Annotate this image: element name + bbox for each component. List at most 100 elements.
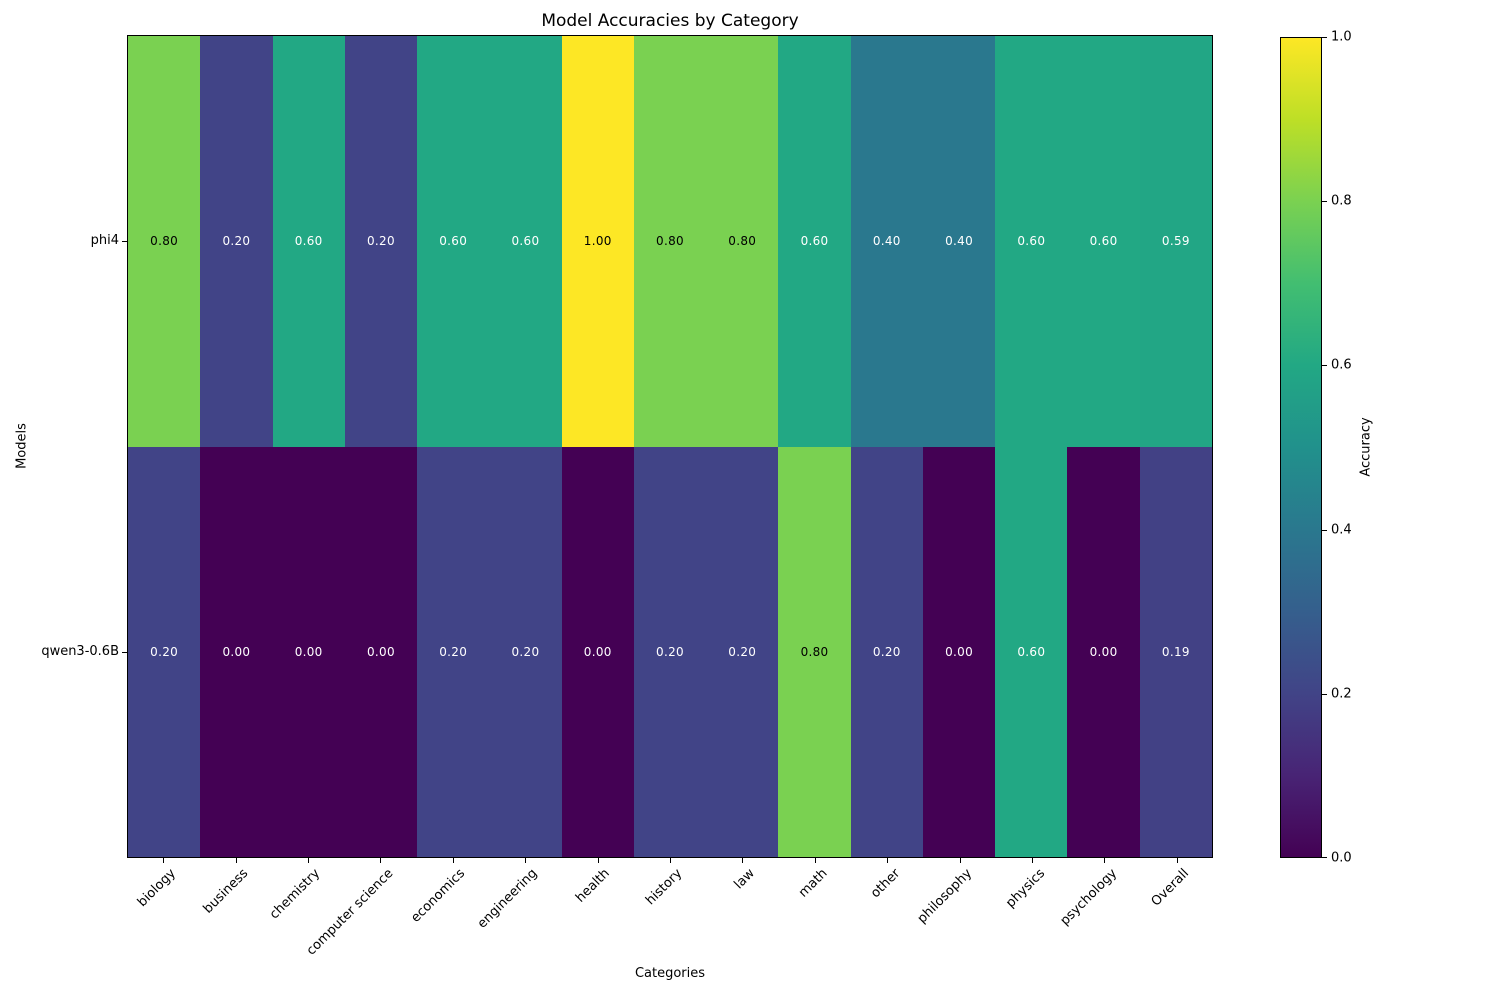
colorbar-tick-mark <box>1322 201 1327 203</box>
cell-value: 0.20 <box>150 644 179 659</box>
x-tick-mark <box>597 858 599 863</box>
plot-area: 0.80 0.20 0.60 0.20 0.60 0.60 1.00 0.80 0.80 0.60… <box>127 35 1213 858</box>
heatmap-cell: 0.19 <box>1139 446 1212 857</box>
x-tick-label: history <box>643 866 686 909</box>
x-tick-label: business <box>200 866 252 917</box>
chart-title: Model Accuracies by Category <box>541 11 799 31</box>
x-tick-label: Overall <box>1148 866 1193 910</box>
cell-value: 0.00 <box>1089 644 1118 659</box>
heatmap-cell: 0.80 <box>633 36 707 447</box>
colorbar-label: Accuracy <box>1358 417 1374 477</box>
heatmap-cell: 0.00 <box>200 446 273 857</box>
heatmap-cell: 0.40 <box>922 36 996 447</box>
cell-value: 0.00 <box>366 644 395 659</box>
cell-value: 0.00 <box>294 644 323 659</box>
heatmap-cell: 0.60 <box>417 36 490 447</box>
x-tick-mark <box>1176 858 1178 863</box>
heatmap-cell: 0.20 <box>706 446 779 857</box>
heatmap-cell: 0.20 <box>344 36 418 447</box>
y-tick-label: phi4 <box>90 232 119 248</box>
cell-value: 0.00 <box>945 644 974 659</box>
colorbar <box>1280 37 1322 858</box>
heatmap-cell: 0.00 <box>344 446 418 857</box>
x-tick-mark <box>525 858 527 863</box>
heatmap-cell: 0.60 <box>489 36 562 447</box>
colorbar-tick-mark <box>1322 693 1327 695</box>
cell-value: 0.20 <box>439 644 468 659</box>
cell-value: 0.20 <box>728 644 757 659</box>
heatmap-cell: 0.60 <box>995 446 1068 857</box>
x-tick-label: chemistry <box>267 866 324 923</box>
heatmap-cell: 0.20 <box>417 446 490 857</box>
heatmap-cell: 0.00 <box>561 446 634 857</box>
x-tick-mark <box>1104 858 1106 863</box>
heatmap-cell: 0.60 <box>272 36 345 447</box>
cell-value: 0.60 <box>1089 234 1118 249</box>
heatmap-cell: 0.00 <box>1067 446 1140 857</box>
x-tick-label: law <box>731 866 759 893</box>
colorbar-tick-label: 0.2 <box>1331 686 1352 702</box>
x-tick-label: other <box>867 866 903 902</box>
cell-value: 0.60 <box>439 234 468 249</box>
colorbar-tick-mark <box>1322 529 1327 531</box>
x-tick-mark <box>1032 858 1033 863</box>
x-tick-label: philosophy <box>914 866 976 927</box>
heatmap-cell: 0.40 <box>850 36 923 447</box>
heatmap-grid: 0.80 0.20 0.60 0.20 0.60 0.60 1.00 0.80 0.80 0.60… <box>128 36 1212 857</box>
cell-value: 0.80 <box>656 234 684 249</box>
cell-value: 0.00 <box>583 644 612 659</box>
colorbar-tick-label: 1.0 <box>1331 29 1352 45</box>
y-tick-label: qwen3-0.6B <box>41 644 119 660</box>
heatmap-cell: 0.00 <box>922 446 996 857</box>
x-tick-mark <box>742 858 744 863</box>
heatmap-cell: 0.20 <box>200 36 273 447</box>
y-axis-label: Models <box>14 423 30 469</box>
x-tick-label: psychology <box>1057 866 1121 929</box>
cell-value: 0.80 <box>150 234 179 249</box>
x-tick-mark <box>452 858 454 863</box>
heatmap-cell: 0.80 <box>128 36 201 447</box>
colorbar-tick-mark <box>1322 857 1327 858</box>
cell-value: 0.20 <box>366 234 395 249</box>
cell-value: 0.20 <box>222 234 251 249</box>
heatmap-cell: 0.59 <box>1139 36 1212 447</box>
x-tick-label: engineering <box>475 866 541 932</box>
x-tick-label: math <box>795 866 831 901</box>
cell-value: 0.20 <box>511 644 540 659</box>
x-tick-mark <box>814 858 816 863</box>
cell-value: 0.20 <box>872 644 901 659</box>
heatmap-cell: 0.80 <box>706 36 779 447</box>
cell-value: 0.80 <box>800 644 829 659</box>
cell-value: 0.60 <box>511 234 540 249</box>
x-tick-mark <box>235 858 237 863</box>
x-axis-label: Categories <box>634 966 706 981</box>
heatmap-cell: 0.60 <box>778 36 851 447</box>
heatmap-cell: 0.20 <box>633 446 707 857</box>
x-tick-label: biology <box>134 866 179 911</box>
x-tick-mark <box>887 858 889 863</box>
x-tick-label: health <box>573 866 614 906</box>
cell-value: 0.00 <box>222 644 251 659</box>
heatmap-cell: 0.60 <box>995 36 1068 447</box>
heatmap-cell: 0.60 <box>1067 36 1140 447</box>
colorbar-tick-label: 0.8 <box>1331 193 1352 209</box>
cell-value: 0.19 <box>1161 644 1190 659</box>
colorbar-tick-label: 0.4 <box>1331 522 1352 538</box>
colorbar-tick-mark <box>1322 37 1327 38</box>
x-tick-label: economics <box>408 866 469 926</box>
colorbar-tick-label: 0.6 <box>1331 357 1352 373</box>
heatmap-cell: 0.20 <box>489 446 562 857</box>
cell-value: 0.60 <box>800 234 829 249</box>
heatmap-cell: 1.00 <box>561 36 634 447</box>
x-tick-mark <box>959 858 961 863</box>
x-tick-mark <box>308 858 309 863</box>
colorbar-tick-label: 0.0 <box>1331 850 1352 866</box>
cell-value: 0.20 <box>656 644 684 659</box>
y-tick-mark <box>122 652 127 654</box>
cell-value: 0.40 <box>945 234 974 249</box>
cell-value: 0.40 <box>872 234 901 249</box>
x-tick-mark <box>380 858 382 863</box>
x-tick-label: physics <box>1002 866 1048 911</box>
heatmap-cell: 0.80 <box>778 446 851 857</box>
